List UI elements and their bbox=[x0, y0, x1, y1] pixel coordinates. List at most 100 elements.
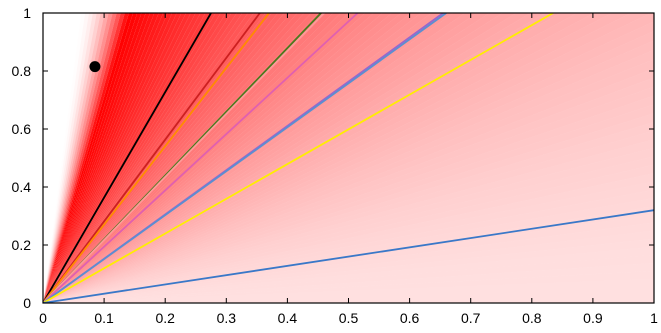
gradient-band bbox=[43, 13, 216, 303]
series-line bbox=[43, 13, 554, 303]
gradient-band bbox=[43, 13, 150, 303]
gradient-band bbox=[43, 13, 366, 303]
gradient-band bbox=[43, 181, 654, 303]
gradient-band bbox=[43, 13, 138, 303]
gradient-band bbox=[43, 130, 654, 303]
gradient-band bbox=[43, 13, 187, 303]
gradient-band bbox=[43, 13, 97, 303]
gradient-band bbox=[43, 222, 654, 303]
gradient-band bbox=[43, 77, 654, 303]
gradient-band bbox=[43, 13, 341, 303]
gradient-band bbox=[43, 122, 654, 303]
gradient-band bbox=[43, 13, 291, 303]
gradient-band bbox=[43, 139, 654, 303]
gradient-band bbox=[43, 13, 531, 303]
x-tick-label: 0.6 bbox=[400, 310, 420, 326]
gradient-band bbox=[43, 214, 654, 303]
gradient-band bbox=[43, 230, 654, 303]
gradient-band bbox=[43, 13, 503, 303]
gradient-band bbox=[43, 13, 333, 303]
gradient-band bbox=[43, 206, 654, 303]
series-line bbox=[43, 13, 261, 303]
gradient-band bbox=[43, 13, 93, 303]
y-tick-label: 0 bbox=[23, 295, 31, 311]
x-tick-label: 0.7 bbox=[461, 310, 481, 326]
gradient-band bbox=[43, 13, 402, 303]
gradient-band bbox=[43, 13, 155, 303]
data-points bbox=[89, 61, 101, 73]
gradient-band bbox=[43, 40, 654, 303]
axes: 0 0.1 0.2 0.3 0.4 0.5 0.6 0.7 0.8 0.9 1 0 0.2 0.4 0.6 0… bbox=[12, 5, 659, 326]
gradient-band bbox=[43, 13, 561, 303]
gradient-band bbox=[43, 13, 613, 303]
series-line bbox=[43, 13, 325, 303]
gradient-band bbox=[43, 13, 221, 303]
gradient-band bbox=[43, 13, 243, 303]
gradient-band bbox=[43, 164, 654, 303]
gradient-band bbox=[43, 95, 654, 303]
gradient-band bbox=[43, 13, 517, 303]
gradient-band bbox=[43, 13, 298, 303]
gradient-band bbox=[43, 49, 654, 303]
x-tick-label: 0.3 bbox=[217, 310, 237, 326]
x-tick-label: 1 bbox=[650, 310, 658, 326]
gradient-band bbox=[43, 13, 182, 303]
gradient-band bbox=[43, 13, 578, 303]
gradient-band bbox=[43, 13, 196, 303]
gradient-band bbox=[43, 13, 374, 303]
gradient-band bbox=[43, 13, 134, 303]
x-tick-label: 0.4 bbox=[278, 310, 298, 326]
series-line bbox=[43, 13, 359, 303]
gradient-band bbox=[43, 287, 654, 303]
gradient-band bbox=[43, 68, 654, 303]
series-line bbox=[43, 13, 270, 303]
x-tick-label: 0.9 bbox=[583, 310, 603, 326]
gradient-band bbox=[43, 13, 454, 303]
gradient-band bbox=[43, 238, 654, 303]
gradient-band bbox=[43, 13, 129, 303]
gradient-band bbox=[43, 13, 278, 303]
gradient-band bbox=[43, 246, 654, 303]
y-tick-label: 0.8 bbox=[12, 63, 32, 79]
gradient-band bbox=[43, 13, 465, 303]
gradient-band bbox=[43, 59, 654, 303]
gradient-band bbox=[43, 13, 168, 303]
gradient-band bbox=[43, 262, 654, 303]
gradient-band bbox=[43, 86, 654, 303]
gradient-band bbox=[43, 13, 654, 303]
x-tick-label: 0.2 bbox=[155, 310, 175, 326]
gradient-band bbox=[43, 13, 651, 303]
x-tick-label: 0 bbox=[39, 310, 47, 326]
gradient-band bbox=[43, 13, 125, 303]
gradient-band bbox=[43, 13, 411, 303]
gradient-band bbox=[43, 13, 206, 303]
gradient-band bbox=[43, 13, 490, 303]
gradient-band bbox=[43, 13, 121, 303]
gradient-band bbox=[43, 13, 101, 303]
series-lines bbox=[43, 13, 654, 303]
gradient-band bbox=[43, 189, 654, 303]
gradient-band bbox=[43, 13, 421, 303]
y-tick-label: 1 bbox=[23, 5, 31, 21]
gradient-band bbox=[43, 13, 177, 303]
y-tick-label: 0.4 bbox=[12, 179, 32, 195]
x-tick-label: 0.5 bbox=[339, 310, 359, 326]
gradient-band bbox=[43, 13, 432, 303]
gradient-band bbox=[43, 13, 237, 303]
gradient-band bbox=[43, 198, 654, 303]
gradient-band bbox=[43, 13, 164, 303]
gradient-band bbox=[43, 13, 142, 303]
data-point bbox=[89, 61, 101, 73]
gradient-band bbox=[43, 13, 146, 303]
gradient-band bbox=[43, 13, 478, 303]
gradient-band bbox=[43, 13, 191, 303]
gradient-band bbox=[43, 21, 654, 303]
series-line bbox=[43, 13, 212, 303]
x-tick-label: 0.8 bbox=[522, 310, 542, 326]
gradient-band bbox=[43, 13, 113, 303]
gradient-band bbox=[43, 13, 312, 303]
series-line bbox=[43, 209, 654, 303]
gradient-band bbox=[43, 13, 159, 303]
gradient-band bbox=[43, 13, 383, 303]
gradient-band bbox=[43, 13, 232, 303]
